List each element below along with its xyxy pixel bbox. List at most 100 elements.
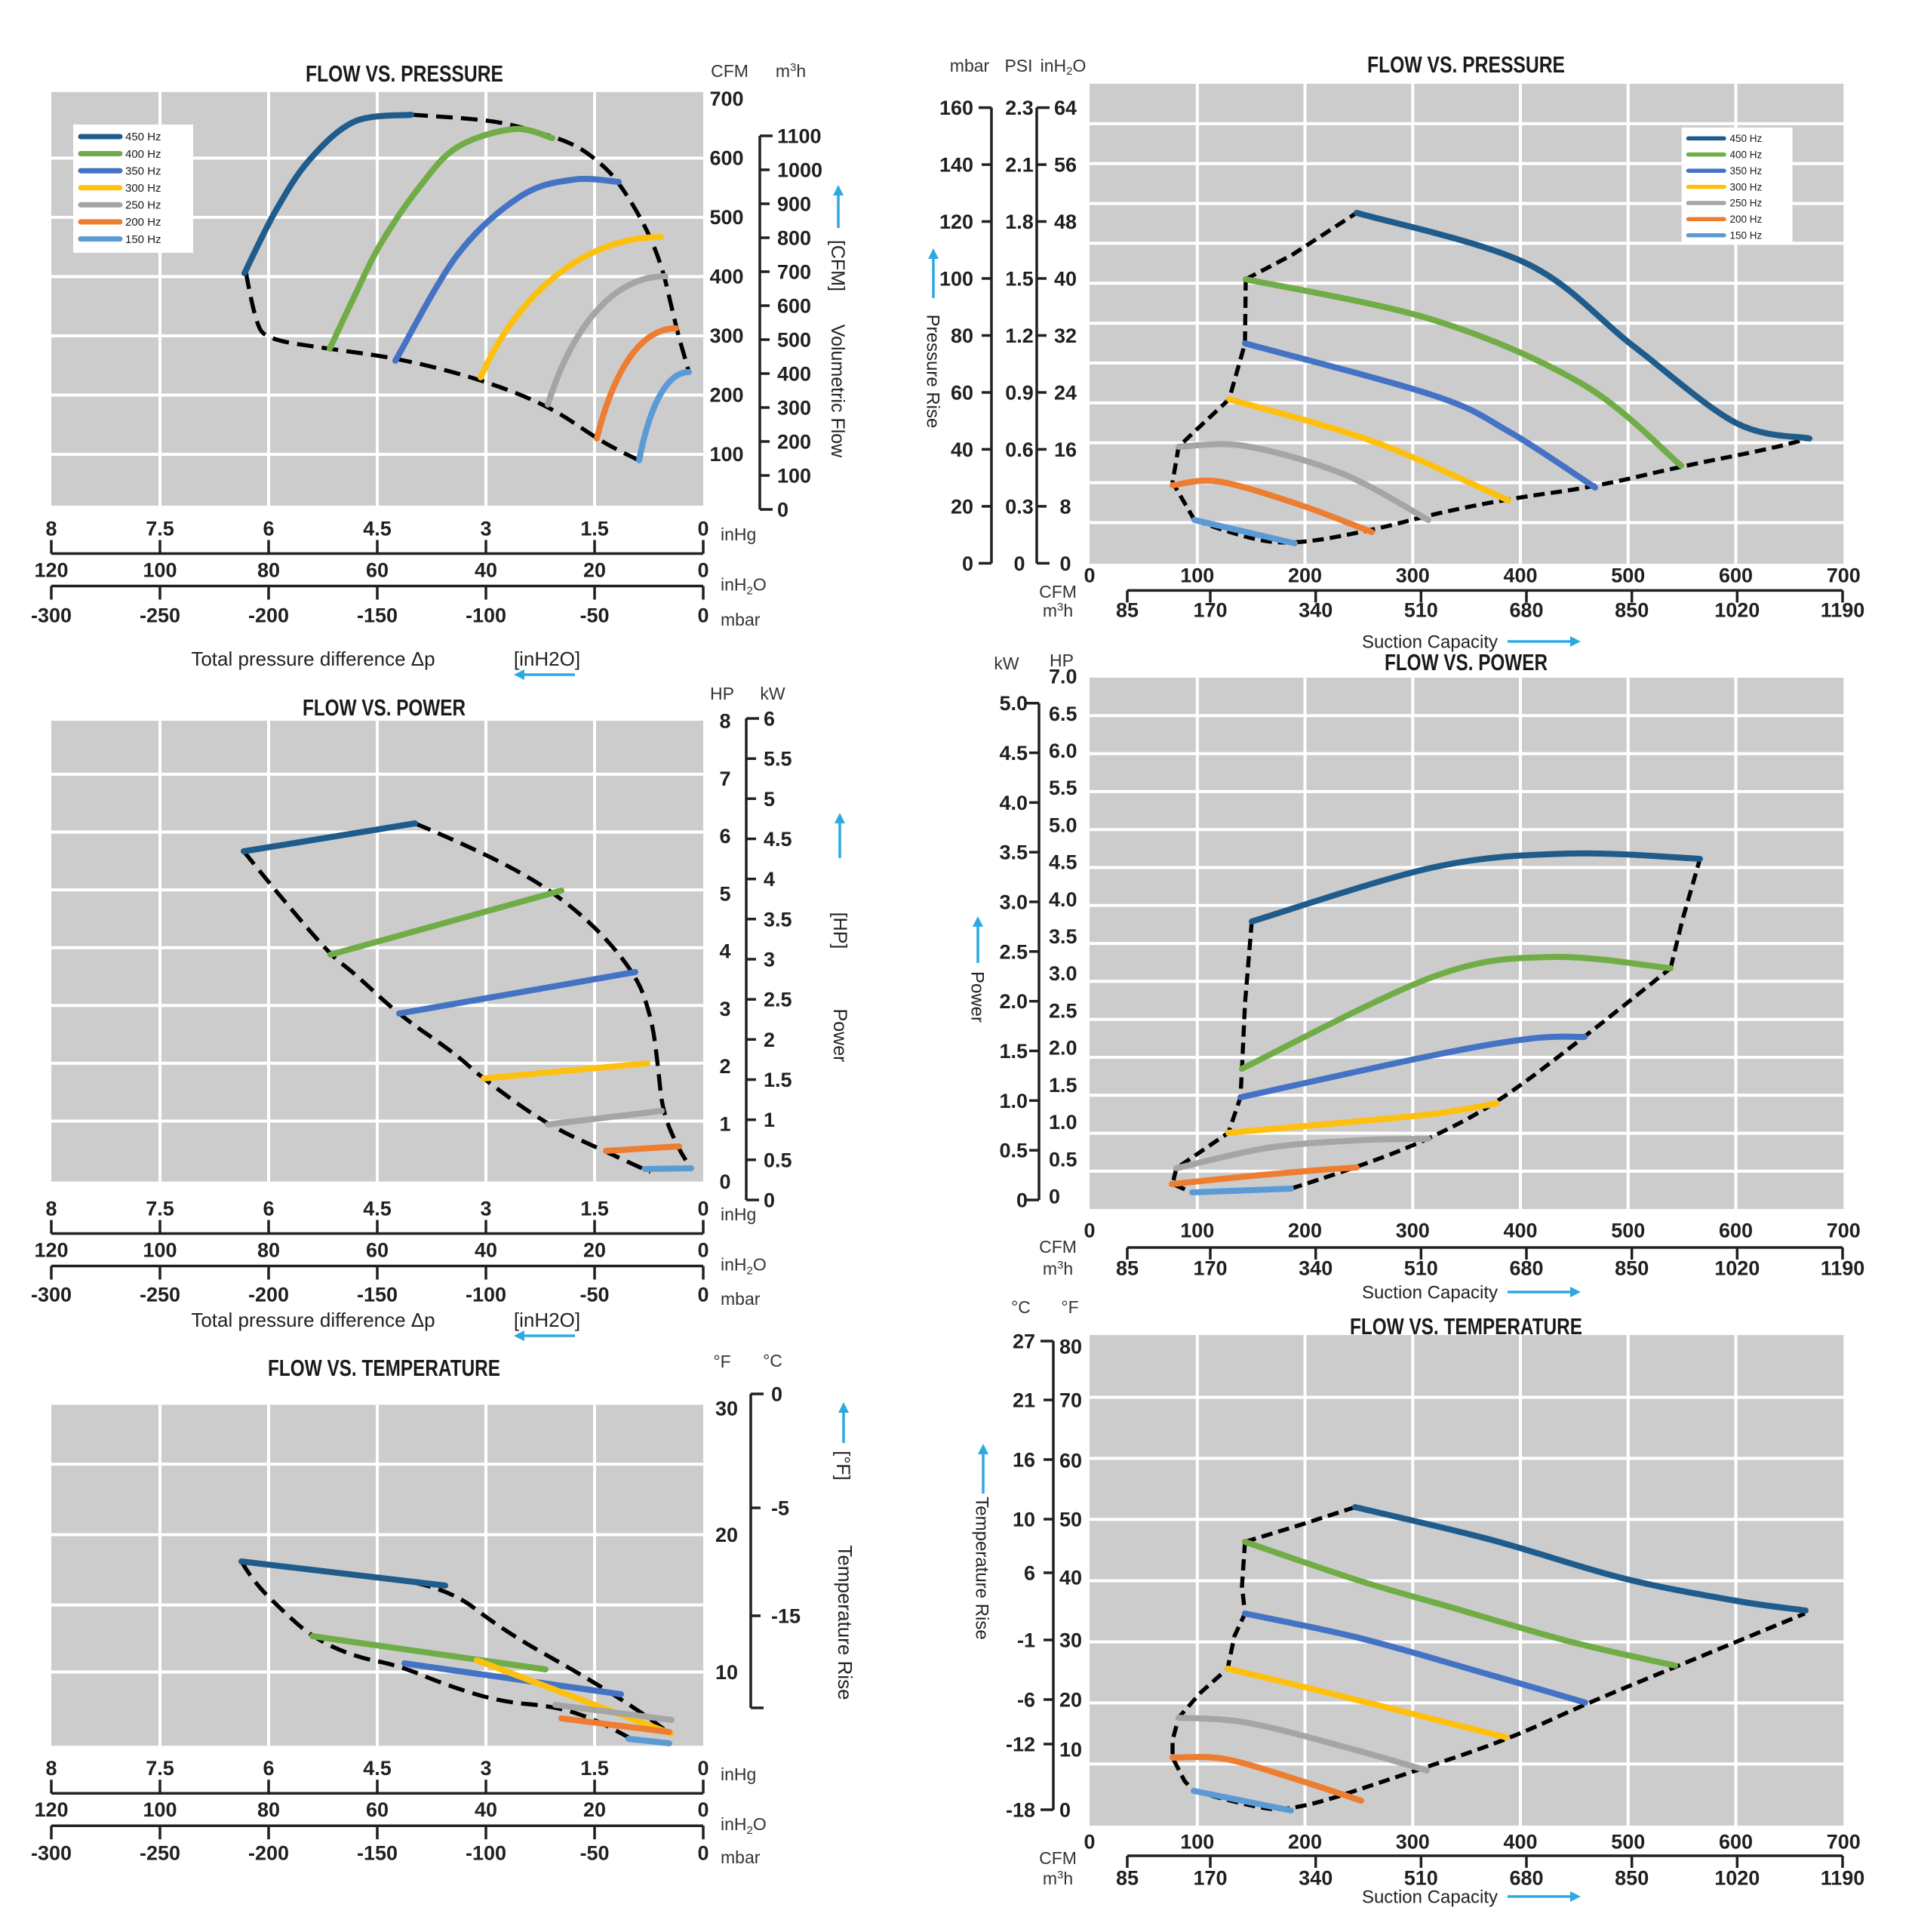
svg-text:450 Hz: 450 Hz xyxy=(1730,133,1763,144)
svg-text:-100: -100 xyxy=(466,1284,506,1306)
svg-text:Pressure Rise: Pressure Rise xyxy=(923,315,943,429)
svg-text:48: 48 xyxy=(1054,211,1077,233)
svg-text:300 Hz: 300 Hz xyxy=(125,182,161,195)
svg-text:6: 6 xyxy=(263,518,274,540)
svg-text:CFM: CFM xyxy=(1039,1237,1077,1257)
svg-text:0: 0 xyxy=(1084,1220,1095,1242)
svg-text:-250: -250 xyxy=(140,605,180,627)
svg-text:3: 3 xyxy=(480,518,491,540)
svg-text:120: 120 xyxy=(34,1798,68,1821)
svg-text:0: 0 xyxy=(1059,1798,1071,1821)
svg-text:120: 120 xyxy=(939,211,973,233)
svg-text:21: 21 xyxy=(1013,1389,1035,1412)
svg-text:0: 0 xyxy=(1084,1830,1095,1853)
svg-text:Volumetric Flow: Volumetric Flow xyxy=(827,325,848,458)
svg-text:-50: -50 xyxy=(579,1284,609,1306)
svg-text:-150: -150 xyxy=(357,605,398,627)
svg-text:0: 0 xyxy=(697,559,709,582)
svg-text:2: 2 xyxy=(719,1055,730,1078)
svg-text:24: 24 xyxy=(1054,381,1077,404)
svg-text:510: 510 xyxy=(1404,599,1438,622)
svg-text:[inH2O]: [inH2O] xyxy=(514,1309,580,1331)
svg-text:inHg: inHg xyxy=(721,525,756,544)
svg-text:-1: -1 xyxy=(1017,1629,1035,1651)
svg-text:80: 80 xyxy=(257,1239,280,1262)
svg-text:1.0: 1.0 xyxy=(999,1090,1028,1112)
svg-text:0: 0 xyxy=(764,1189,775,1212)
svg-text:FLOW VS. POWER: FLOW VS. POWER xyxy=(303,694,466,721)
svg-text:[CFM]: [CFM] xyxy=(827,240,848,291)
svg-text:40: 40 xyxy=(475,559,497,582)
svg-text:30: 30 xyxy=(1059,1629,1082,1651)
svg-text:850: 850 xyxy=(1615,1257,1649,1280)
svg-text:250 Hz: 250 Hz xyxy=(1730,198,1763,209)
svg-text:20: 20 xyxy=(1059,1688,1082,1711)
svg-text:4.5: 4.5 xyxy=(999,742,1028,764)
svg-text:CFM: CFM xyxy=(711,61,749,81)
svg-text:32: 32 xyxy=(1054,325,1077,347)
svg-text:300: 300 xyxy=(1396,1830,1430,1853)
svg-text:4: 4 xyxy=(764,868,775,891)
svg-text:0: 0 xyxy=(697,1239,709,1262)
svg-text:-6: -6 xyxy=(1017,1688,1035,1711)
svg-text:0: 0 xyxy=(1059,552,1071,575)
svg-text:inH2O: inH2O xyxy=(1041,56,1087,78)
svg-text:10: 10 xyxy=(1059,1738,1082,1761)
svg-text:3.5: 3.5 xyxy=(1049,925,1077,948)
svg-text:Suction Capacity: Suction Capacity xyxy=(1362,1282,1498,1303)
svg-text:80: 80 xyxy=(257,559,280,582)
svg-text:5.0: 5.0 xyxy=(999,692,1028,715)
svg-text:170: 170 xyxy=(1193,1257,1227,1280)
svg-text:500: 500 xyxy=(1611,565,1645,587)
svg-text:85: 85 xyxy=(1116,1866,1139,1889)
svg-text:6: 6 xyxy=(1024,1561,1035,1584)
svg-text:120: 120 xyxy=(34,559,68,582)
svg-text:7.5: 7.5 xyxy=(146,1757,174,1780)
svg-text:4.0: 4.0 xyxy=(1049,888,1077,911)
svg-text:2.0: 2.0 xyxy=(1049,1037,1077,1060)
svg-text:-12: -12 xyxy=(1006,1733,1035,1755)
svg-text:300: 300 xyxy=(1396,1220,1430,1242)
svg-text:5.0: 5.0 xyxy=(1049,814,1077,837)
svg-text:1.0: 1.0 xyxy=(1049,1111,1077,1134)
svg-text:100: 100 xyxy=(143,1239,177,1262)
svg-text:20: 20 xyxy=(583,1239,606,1262)
svg-text:60: 60 xyxy=(366,1239,389,1262)
svg-text:1190: 1190 xyxy=(1821,599,1865,622)
svg-text:20: 20 xyxy=(715,1524,738,1546)
svg-text:0: 0 xyxy=(697,1798,709,1821)
svg-text:0: 0 xyxy=(697,518,709,540)
svg-text:40: 40 xyxy=(1054,268,1077,291)
svg-text:100: 100 xyxy=(143,559,177,582)
svg-text:100: 100 xyxy=(143,1798,177,1821)
svg-text:10: 10 xyxy=(1013,1509,1035,1531)
svg-text:inH2O: inH2O xyxy=(721,1255,767,1278)
svg-text:450 Hz: 450 Hz xyxy=(125,131,161,143)
svg-text:150 Hz: 150 Hz xyxy=(125,233,161,246)
svg-text:3: 3 xyxy=(480,1198,491,1220)
svg-text:400 Hz: 400 Hz xyxy=(125,148,161,161)
svg-text:5.5: 5.5 xyxy=(1049,777,1077,799)
svg-text:100: 100 xyxy=(1180,1830,1214,1853)
svg-text:400: 400 xyxy=(709,265,743,288)
svg-text:680: 680 xyxy=(1509,1257,1543,1280)
svg-text:6: 6 xyxy=(263,1198,274,1220)
svg-text:1.5: 1.5 xyxy=(580,1198,609,1220)
svg-text:4.5: 4.5 xyxy=(764,828,792,851)
svg-text:700: 700 xyxy=(1827,1220,1861,1242)
svg-text:160: 160 xyxy=(939,97,973,119)
svg-text:2.0: 2.0 xyxy=(999,990,1028,1013)
svg-text:16: 16 xyxy=(1054,438,1077,461)
svg-text:0.5: 0.5 xyxy=(764,1149,792,1171)
svg-text:400: 400 xyxy=(1503,1220,1537,1242)
svg-text:100: 100 xyxy=(777,465,811,488)
svg-text:4.5: 4.5 xyxy=(1049,851,1077,874)
svg-text:800: 800 xyxy=(777,226,811,249)
svg-text:200: 200 xyxy=(1288,1220,1322,1242)
svg-text:20: 20 xyxy=(951,495,973,518)
svg-text:700: 700 xyxy=(777,260,811,283)
svg-text:1020: 1020 xyxy=(1714,1866,1760,1889)
svg-text:50: 50 xyxy=(1059,1509,1082,1531)
svg-text:Power: Power xyxy=(829,1009,850,1063)
svg-text:0: 0 xyxy=(1049,1186,1060,1208)
